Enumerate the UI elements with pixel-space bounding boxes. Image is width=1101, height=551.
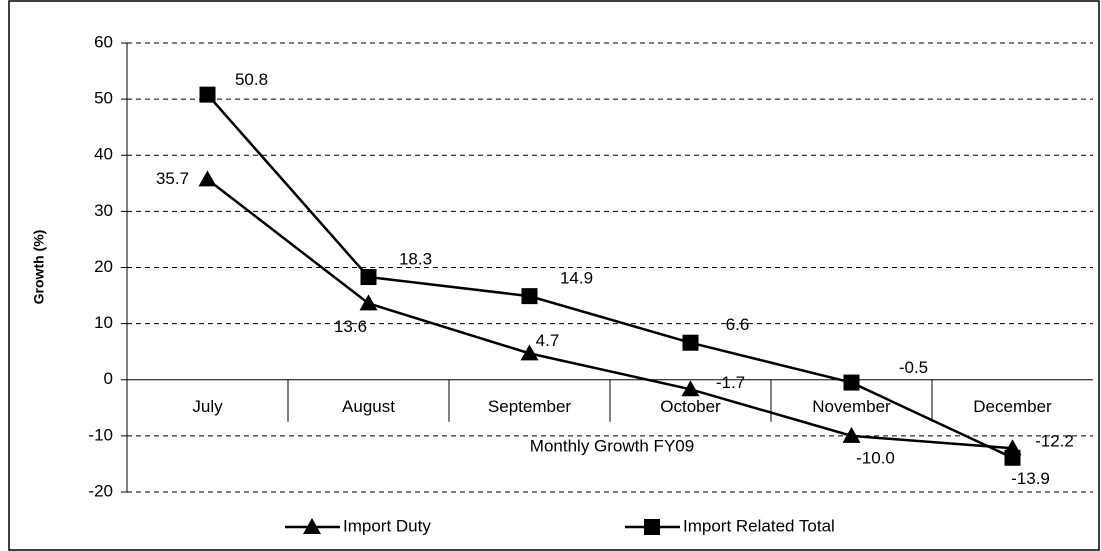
y-tick-label: 60 xyxy=(94,32,113,51)
data-label: -0.5 xyxy=(899,358,928,377)
data-label: 50.8 xyxy=(235,70,268,89)
marker xyxy=(1004,449,1021,466)
marker xyxy=(199,86,216,103)
y-tick-label: -20 xyxy=(88,481,113,500)
legend-label: Import Related Total xyxy=(683,516,835,535)
x-tick-label: July xyxy=(192,397,223,416)
data-label: -10.0 xyxy=(856,448,895,467)
y-tick-label: 40 xyxy=(94,145,113,164)
marker xyxy=(360,269,377,286)
y-tick-label: 0 xyxy=(104,369,113,388)
x-tick-label: September xyxy=(488,397,571,416)
marker xyxy=(359,294,378,311)
y-tick-label: 10 xyxy=(94,313,113,332)
marker xyxy=(520,344,539,361)
data-label: 13.6 xyxy=(334,317,367,336)
marker xyxy=(644,519,660,535)
y-tick-label: 30 xyxy=(94,201,113,220)
data-label: -13.9 xyxy=(1011,469,1050,488)
y-tick-label: 50 xyxy=(94,89,113,108)
marker xyxy=(198,170,217,187)
x-tick-label: December xyxy=(973,397,1052,416)
data-label: -1.7 xyxy=(716,373,745,392)
marker xyxy=(681,380,700,397)
legend-label: Import Duty xyxy=(343,516,431,535)
data-label: 18.3 xyxy=(399,250,432,269)
marker xyxy=(521,288,538,305)
series-line xyxy=(206,178,1013,450)
chart-frame xyxy=(8,0,1100,551)
y-tick-label: 20 xyxy=(94,257,113,276)
data-label: 4.7 xyxy=(536,331,560,350)
series-line xyxy=(206,93,1014,459)
data-label: -12.2 xyxy=(1035,432,1074,451)
marker xyxy=(842,426,861,443)
data-label: 14.9 xyxy=(560,269,593,288)
marker xyxy=(682,334,699,351)
x-tick-label: August xyxy=(342,397,395,416)
x-tick-label: October xyxy=(660,397,721,416)
y-tick-label: -10 xyxy=(88,425,113,444)
data-label: 35.7 xyxy=(156,169,189,188)
y-axis-label: Growth (%) xyxy=(31,230,47,305)
x-tick-label: November xyxy=(812,397,891,416)
marker xyxy=(843,374,860,391)
data-label: 6.6 xyxy=(726,315,750,334)
marker xyxy=(303,518,321,534)
x-axis-label: Monthly Growth FY09 xyxy=(530,436,694,455)
